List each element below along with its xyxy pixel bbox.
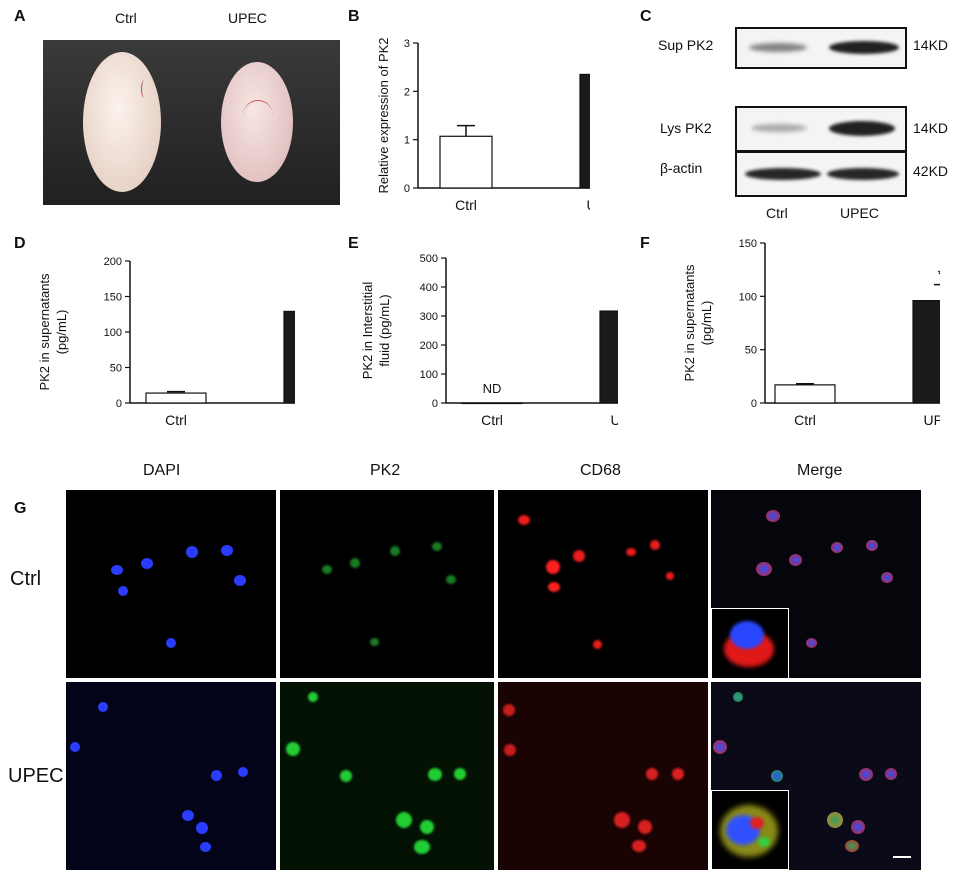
chart-b-xtick-label: UPEC — [587, 197, 590, 213]
blot-lys-pk2 — [735, 106, 907, 152]
chart-b-ytick-label: 3 — [404, 38, 410, 50]
panel-label-c: C — [640, 8, 652, 25]
chart-e-ytick-label: 0 — [432, 398, 438, 410]
inset-upec-merge — [711, 790, 789, 870]
chart-d-bar-ctrl — [145, 392, 207, 404]
micrograph-upec-merge — [711, 682, 921, 870]
col-label-pk2: PK2 — [370, 462, 401, 479]
chart-f-ytick-label: 150 — [739, 238, 757, 250]
chart-f-annotation: ** — [938, 267, 940, 282]
chart-e-ylabel: PK2 in Interstitial — [360, 282, 375, 380]
col-label-cd68: CD68 — [580, 462, 621, 479]
chart-d-ytick-label: 0 — [116, 398, 122, 410]
chart-b-xtick-label: Ctrl — [455, 197, 477, 213]
chart-b-bar-ctrl — [439, 135, 493, 189]
chart-f-ytick-label: 0 — [751, 398, 757, 410]
chart-f-bar-ctrl — [774, 384, 836, 404]
chart-e-ylabel: fluid (pg/mL) — [377, 294, 392, 366]
panel-label-b: B — [348, 8, 360, 25]
chart-d-ytick-label: 200 — [104, 256, 122, 268]
chart-f-ylabel: (pg/mL) — [699, 301, 714, 346]
chart-f-bar-upec — [912, 299, 940, 404]
blot-label-lys-pk2: Lys PK2 — [660, 120, 712, 136]
chart-d-ytick-label: 150 — [104, 292, 122, 304]
panel-label-e: E — [348, 235, 359, 252]
chart-e-ytick-label: 500 — [420, 253, 438, 265]
blot-size-sup: 14KD — [913, 37, 949, 53]
inset-ctrl-merge — [711, 608, 789, 678]
chart-b-ylabel: Relative expression of PK2 — [376, 37, 391, 193]
micrograph-ctrl-cd68 — [498, 490, 708, 678]
micrograph-upec-pk2 — [280, 682, 494, 870]
blot-label-actin: β-actin — [660, 160, 703, 176]
scale-bar — [893, 856, 911, 858]
chart-b-bar-upec — [579, 73, 590, 189]
chart-f: 0 50 100 150 PK2 in supernatants(pg/mL) Ctrl *… — [682, 238, 940, 428]
micrograph-ctrl-dapi — [66, 490, 276, 678]
chart-d-xtick-label: Ctrl — [165, 412, 187, 428]
chart-f-ytick-label: 50 — [745, 345, 757, 357]
micrograph-ctrl-pk2 — [280, 490, 494, 678]
blot-group-upec: UPEC — [840, 205, 879, 221]
chart-e-ytick-label: 100 — [420, 369, 438, 381]
chart-d-bar-upec — [283, 310, 295, 404]
chart-d-ylabel: (pg/mL) — [54, 310, 69, 355]
micrograph-upec-cd68 — [498, 682, 708, 870]
group-label-upec: UPEC — [228, 10, 267, 26]
blot-group-ctrl: Ctrl — [766, 205, 788, 221]
chart-d-ylabel: PK2 in supernatants — [37, 273, 52, 391]
row-label-ctrl: Ctrl — [10, 568, 42, 590]
chart-b-ytick-label: 2 — [404, 86, 410, 98]
chart-b-ytick-label: 0 — [404, 183, 410, 195]
chart-f-ylabel: PK2 in supernatants — [682, 264, 697, 382]
testis-photo — [43, 40, 340, 205]
blot-size-lys: 14KD — [913, 120, 949, 136]
chart-e: 0 100 200 300 400 500 PK2 in Interstitial fluid… — [360, 253, 618, 428]
chart-d-ytick-label: 50 — [110, 363, 122, 375]
blot-label-sup-pk2: Sup PK2 — [658, 37, 714, 53]
chart-f-ytick-label: 100 — [739, 291, 757, 303]
chart-d-ytick-label: 100 — [104, 327, 122, 339]
chart-e-xtick-label: Ctrl — [481, 412, 503, 428]
blot-sup-pk2 — [735, 27, 907, 69]
chart-e-annotation: ND — [483, 381, 502, 396]
chart-e-bar-upec — [599, 310, 618, 404]
chart-e-ytick-label: 300 — [420, 311, 438, 323]
chart-e-bar-ctrl — [461, 402, 523, 405]
chart-d: 0 50 100 150 200 PK2 in supernatants (pg/mL) Ct… — [37, 256, 295, 428]
panel-label-a: A — [14, 8, 26, 25]
blot-size-actin: 42KD — [913, 163, 949, 179]
ctrl-testis — [83, 52, 161, 192]
col-label-dapi: DAPI — [143, 462, 181, 479]
micrograph-upec-dapi — [66, 682, 276, 870]
chart-e-xtick-label: UPEC — [611, 412, 618, 428]
row-label-upec: UPEC — [8, 765, 64, 787]
panel-label-d: D — [14, 235, 26, 252]
panel-label-g: G — [14, 500, 27, 517]
micrograph-ctrl-merge — [711, 490, 921, 678]
chart-f-xtick-label: Ctrl — [794, 412, 816, 428]
chart-e-ytick-label: 200 — [420, 340, 438, 352]
col-label-merge: Merge — [797, 462, 843, 479]
chart-f-xtick-label: UPEC — [924, 412, 940, 428]
panel-label-f: F — [640, 235, 650, 252]
blot-beta-actin — [735, 151, 907, 197]
chart-b-ytick-label: 1 — [404, 135, 410, 147]
group-label-ctrl: Ctrl — [115, 10, 137, 26]
chart-e-ytick-label: 400 — [420, 282, 438, 294]
